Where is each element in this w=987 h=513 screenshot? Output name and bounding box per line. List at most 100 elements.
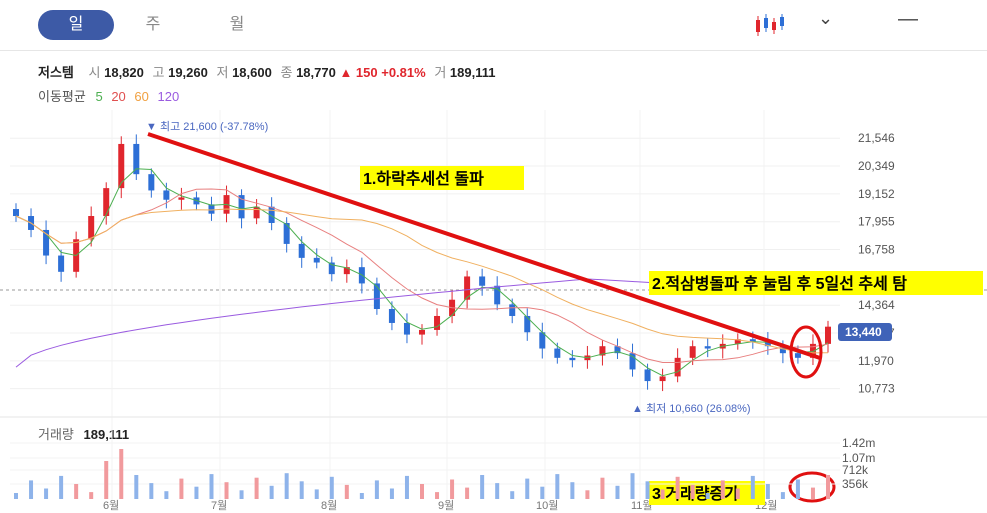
y-tick-label: 21,546 (858, 131, 895, 145)
high-value: 19,260 (168, 65, 208, 80)
volume-header: 거래량 189,111 (38, 424, 129, 443)
annotation-text: 1.하락추세선 돌파 (363, 169, 484, 188)
volume-bar (525, 478, 530, 499)
candle-body (388, 309, 395, 323)
change-value: ▲ 150 +0.81% (339, 65, 426, 80)
tab-week[interactable]: 주 (145, 16, 161, 33)
chevron-down-icon[interactable]: ⌄ (818, 8, 834, 28)
candle-body (644, 369, 651, 382)
candle-body (749, 339, 756, 342)
breakout-circle (789, 325, 823, 379)
current-price-label: 13,440 (845, 325, 882, 339)
candle-body (734, 339, 741, 344)
volume-bar (480, 475, 485, 499)
annotation-text: 3.거래량증가 (652, 484, 739, 503)
volume-bar (540, 486, 545, 499)
candle-body (253, 206, 260, 219)
volume-bar (555, 474, 560, 499)
volume-header-label: 거래량 (38, 427, 74, 442)
x-tick-label: 7월 (211, 499, 227, 512)
volume-bar (495, 483, 500, 499)
candle-body (178, 197, 185, 200)
ma-60-line (15, 208, 829, 354)
volume-bar (14, 493, 18, 499)
volume-label: 거 (434, 65, 447, 80)
candle-body (569, 357, 576, 361)
candle-body (704, 346, 711, 349)
tab-month[interactable]: 월 (229, 16, 245, 33)
candle-body (343, 267, 350, 275)
volume-bar (74, 484, 79, 499)
candle-body (58, 255, 65, 272)
volume-bar (194, 486, 199, 499)
low-marker: ▲ 최저 10,660 (26.08%) (632, 402, 751, 415)
volume-bar (149, 483, 154, 499)
volume-bar (720, 480, 725, 499)
tab-day[interactable]: 일 (38, 10, 114, 40)
volume-tick-label: 1.42m (842, 436, 875, 450)
low-value: 18,600 (232, 65, 272, 80)
minus-icon[interactable]: — (898, 8, 918, 30)
close-value: 18,770 (296, 65, 336, 80)
volume-bar (660, 489, 665, 499)
volume-bar (224, 482, 229, 499)
candle-body (524, 315, 531, 333)
stock-name: 저스템 (38, 65, 74, 80)
candle-body (764, 341, 771, 347)
volume-header-value: 189,111 (83, 427, 130, 442)
volume-circle (788, 471, 836, 503)
volume-bar (404, 475, 409, 499)
volume-bar (435, 492, 440, 499)
volume-bar (795, 479, 800, 499)
volume-bar (269, 485, 274, 499)
volume-bar (44, 488, 49, 499)
volume-bar (284, 473, 289, 499)
candle-body (208, 204, 215, 214)
candle-body (689, 346, 696, 358)
ma-5: 5 (95, 89, 103, 104)
volume-bar (705, 493, 710, 499)
candle-body (298, 243, 305, 258)
y-tick-label: 14,364 (858, 298, 895, 312)
candle-body (419, 329, 425, 335)
candle-body (659, 376, 666, 382)
moving-average-legend: 이동평균 5 20 60 120 (38, 86, 184, 105)
volume-bar (314, 489, 319, 499)
volume-bar (420, 484, 424, 499)
candle-body (494, 285, 501, 305)
candle-body (283, 222, 290, 244)
y-tick-label: 20,349 (858, 159, 895, 173)
volume-tick-label: 1.07m (842, 451, 875, 465)
ma-20: 20 (111, 89, 126, 104)
volume-bar (510, 491, 515, 499)
period-tabbar: 일 주 월 ⌄ — (0, 0, 987, 50)
volume-bar (344, 484, 349, 499)
ma-20-line (15, 188, 829, 363)
candle-body (794, 353, 801, 358)
x-tick-label: 10월 (536, 499, 558, 512)
candle-body (674, 357, 681, 377)
volume-tick-label: 712k (842, 463, 869, 477)
candle-body (554, 348, 561, 358)
volume-bar (600, 477, 605, 499)
close-label: 종 (280, 65, 293, 80)
volume-bar (374, 480, 379, 499)
high-label: 고 (152, 65, 165, 80)
volume-value: 189,111 (449, 65, 496, 80)
volume-bar (465, 487, 470, 499)
candle-body (629, 353, 636, 370)
candle-body (403, 322, 410, 335)
volume-bar (329, 476, 334, 499)
candle-body (313, 257, 320, 263)
volume-bar (570, 482, 575, 499)
volume-bar (29, 480, 34, 499)
candle-body (268, 206, 275, 223)
ma-label: 이동평균 (38, 89, 86, 104)
high-marker: ▼ 최고 21,600 (-37.78%) (146, 120, 268, 133)
candle-body (13, 209, 19, 217)
volume-tick-label: 356k (842, 477, 869, 491)
candlestick-chart-icon[interactable] (752, 12, 792, 38)
candle-body (434, 315, 441, 330)
volume-bar (104, 461, 109, 499)
volume-bar (826, 475, 830, 499)
